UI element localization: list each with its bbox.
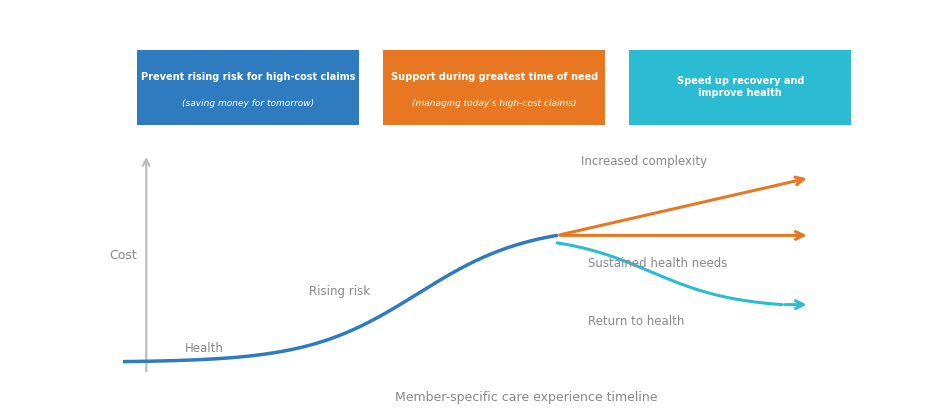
Text: Cost: Cost [109, 249, 137, 262]
Text: Sustained health needs: Sustained health needs [588, 257, 727, 270]
Text: Rising risk: Rising risk [309, 285, 370, 298]
Text: Member-specific care experience timeline: Member-specific care experience timeline [395, 391, 657, 404]
Text: Support during greatest time of need: Support during greatest time of need [391, 73, 598, 83]
Text: (saving money for tomorrow): (saving money for tomorrow) [183, 99, 314, 108]
Text: Increased complexity: Increased complexity [581, 155, 707, 168]
Text: Health: Health [185, 342, 224, 354]
Text: Return to health: Return to health [588, 315, 685, 328]
Text: Prevent rising risk for high-cost claims: Prevent rising risk for high-cost claims [141, 73, 356, 83]
Text: Speed up recovery and
improve health: Speed up recovery and improve health [676, 76, 804, 98]
Text: (managing today's high-cost claims): (managing today's high-cost claims) [412, 99, 576, 108]
